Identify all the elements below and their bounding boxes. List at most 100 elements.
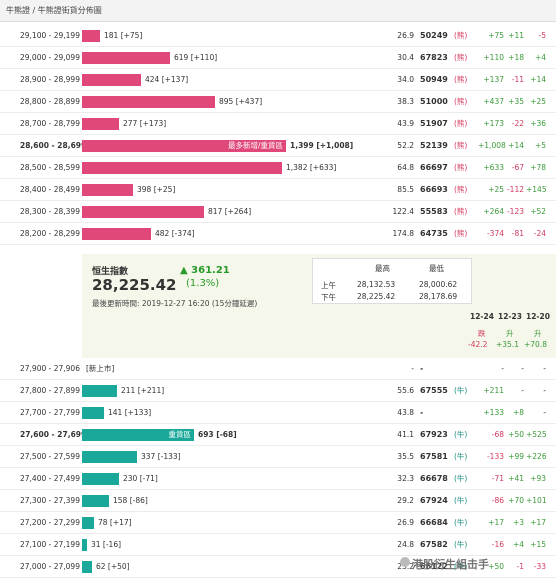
warrant-code: 67823 <box>420 53 448 62</box>
quantity-label: 31 [-16] <box>91 540 122 549</box>
warrant-code: 67581 <box>420 452 448 461</box>
warrant-code: 67924 <box>420 496 448 505</box>
warrant-type: (牛) <box>454 562 468 571</box>
pm-low: 28,178.69 <box>419 292 458 301</box>
change-day-2: -67 <box>511 163 524 172</box>
change-day-2: -11 <box>511 75 524 84</box>
warrant-code: 51000 <box>420 97 448 106</box>
change-day-1: +633 <box>483 163 504 172</box>
change-day-1: +137 <box>483 75 504 84</box>
warrant-type: (熊) <box>454 229 468 238</box>
change-day-2: -1 <box>516 562 524 571</box>
quantity-label: 158 [-86] <box>113 496 148 505</box>
table-row: 27,500 - 27,599 337 [-133] 35.5 67581 (牛) -13… <box>0 446 556 468</box>
change-day-3: +52 <box>530 207 546 216</box>
strike-range: 27,200 - 27,299 <box>20 518 80 527</box>
warrant-code: 66678 <box>420 474 448 483</box>
ratio-value: 38.3 <box>397 97 414 106</box>
pm-label: 下午 <box>321 293 336 302</box>
warrant-code: - <box>420 364 424 373</box>
warrant-type: (牛) <box>454 452 468 461</box>
bar-annotation: 最多新增/重貨區 <box>227 141 283 150</box>
change-day-2: +4 <box>512 540 524 549</box>
warrant-code: 50949 <box>420 75 448 84</box>
strike-range: 28,300 - 28,399 <box>20 207 80 216</box>
table-row: 27,300 - 27,399 158 [-86] 29.2 67924 (牛) -86 +… <box>0 490 556 512</box>
warrant-code: 67555 <box>420 386 448 395</box>
ratio-value: 24.8 <box>397 540 414 549</box>
date-1: 12-24 <box>470 312 494 321</box>
index-title: 恒生指數 <box>92 267 129 277</box>
quantity-label: 398 [+25] <box>137 185 176 194</box>
change-day-1: +173 <box>483 119 504 128</box>
strike-range: 27,400 - 27,499 <box>20 474 80 483</box>
change-day-1: +17 <box>488 518 504 527</box>
table-row: 29,000 - 29,099 619 [+110] 30.4 67823 (熊) +11… <box>0 47 556 69</box>
warrant-code: 67923 <box>420 430 448 439</box>
quantity-bar <box>82 561 92 573</box>
change-day-2: - <box>521 364 524 373</box>
strike-range: 27,500 - 27,599 <box>20 452 80 461</box>
last-update-time: 最後更新時間: 2019-12-27 16:20 (15分鐘延遲) <box>92 299 258 308</box>
warrant-type: (牛) <box>454 430 468 439</box>
strike-range: 28,700 - 28,799 <box>20 119 80 128</box>
date-3: 12-20 <box>526 312 550 321</box>
strike-range: 28,400 - 28,499 <box>20 185 80 194</box>
change-day-2: +35 <box>508 97 524 106</box>
ratio-value: 43.8 <box>397 408 414 417</box>
change-day-1: +25 <box>488 185 504 194</box>
quantity-label: 277 [+173] <box>123 119 167 128</box>
change-day-2: +99 <box>508 452 524 461</box>
table-row: 28,800 - 28,899 895 [+437] 38.3 51000 (熊) +43… <box>0 91 556 113</box>
change-day-3: +101 <box>526 496 547 505</box>
watermark: 港股衍生組击手 <box>412 558 489 571</box>
change-day-1: -68 <box>491 430 504 439</box>
change-day-3: -33 <box>533 562 546 571</box>
ratio-value: 29.2 <box>397 496 414 505</box>
am-low: 28,000.62 <box>419 280 458 289</box>
ratio-value: 122.4 <box>392 207 414 216</box>
change-day-2: -123 <box>506 207 524 216</box>
change-day-1: -16 <box>491 540 504 549</box>
change-day-2: +8 <box>512 408 524 417</box>
change-day-1: -374 <box>486 229 504 238</box>
warrant-type: (牛) <box>454 496 468 505</box>
ratio-value: 34.0 <box>397 75 414 84</box>
warrant-type: (熊) <box>454 53 468 62</box>
quantity-label: 482 [-374] <box>155 229 195 238</box>
ratio-value: 55.6 <box>397 386 414 395</box>
warrant-type: (熊) <box>454 163 468 172</box>
warrant-code: 50249 <box>420 31 448 40</box>
pm-high: 28,225.42 <box>357 292 396 301</box>
hl-head-high: 最高 <box>375 264 390 273</box>
change-day-3: +14 <box>530 75 546 84</box>
change-day-3: +525 <box>526 430 547 439</box>
warrant-type: (熊) <box>454 185 468 194</box>
table-row: 28,900 - 28,999 424 [+137] 34.0 50949 (熊) +13… <box>0 69 556 91</box>
strike-range: 28,600 - 28,699 <box>20 141 87 150</box>
change-day-2: +11 <box>508 31 524 40</box>
table-row: 28,600 - 28,699 最多新增/重貨區 1,399 [+1,008] 52.… <box>0 135 556 157</box>
change-day-1: +1,008 <box>478 141 506 150</box>
warrant-code: 67582 <box>420 540 448 549</box>
table-row: 27,800 - 27,899 211 [+211] 55.6 67555 (牛) +21… <box>0 380 556 402</box>
quantity-label: 230 [-71] <box>123 474 158 483</box>
index-change: ▲ 361.21 <box>180 265 230 276</box>
quantity-bar <box>82 206 204 218</box>
date-1-value: -42.2 <box>468 340 488 349</box>
quantity-label: 1,382 [+633] <box>286 163 337 172</box>
change-day-3: -24 <box>533 229 546 238</box>
change-day-2: +18 <box>508 53 524 62</box>
strike-range: 27,300 - 27,399 <box>20 496 80 505</box>
change-day-3: +5 <box>534 141 546 150</box>
change-day-1: - <box>501 364 504 373</box>
change-day-3: +226 <box>526 452 547 461</box>
quantity-label: 895 [+437] <box>219 97 263 106</box>
am-high: 28,132.53 <box>357 280 396 289</box>
change-day-1: -71 <box>491 474 504 483</box>
quantity-label: 141 [+133] <box>108 408 152 417</box>
am-label: 上午 <box>321 281 336 290</box>
warrant-code: 51907 <box>420 119 448 128</box>
change-day-1: +437 <box>483 97 504 106</box>
quantity-label: 693 [-68] <box>198 430 237 439</box>
